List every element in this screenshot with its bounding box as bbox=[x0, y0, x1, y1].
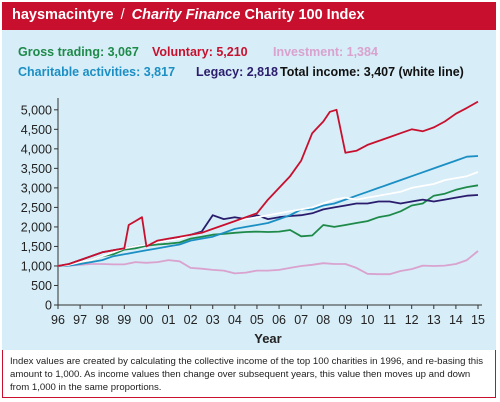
x-tick-label: 15 bbox=[471, 313, 485, 327]
x-tick-label: 13 bbox=[427, 313, 441, 327]
x-tick-label: 97 bbox=[73, 313, 87, 327]
series-line-charitable-activities bbox=[57, 155, 479, 267]
y-axis: 0 500 1,000 1,500 2,000 2,500 3,000 3,500 4,000 4… bbox=[21, 98, 59, 313]
x-tick-label: 08 bbox=[316, 313, 330, 327]
series-line-gross-trading bbox=[57, 184, 479, 267]
publication-name: Charity Finance bbox=[131, 7, 241, 23]
x-tick-label: 12 bbox=[405, 313, 419, 327]
y-tick-label: 0 bbox=[45, 299, 52, 313]
chart-title: Charity 100 Index bbox=[244, 7, 365, 23]
x-tick-label: 07 bbox=[294, 313, 308, 327]
y-tick-label: 3,000 bbox=[21, 181, 52, 195]
x-tick-label: 14 bbox=[449, 313, 463, 327]
y-tick-label: 4,000 bbox=[21, 142, 52, 156]
x-axis: 96 97 98 99 00 01 02 03 04 05 06 07 08 09 10 11 12 13 14 15 bbox=[51, 304, 485, 327]
x-tick-label: 01 bbox=[162, 313, 176, 327]
series-line-investment bbox=[57, 250, 479, 276]
x-tick-label: 05 bbox=[250, 313, 264, 327]
y-tick-label: 1,000 bbox=[21, 259, 52, 273]
legend-item-legacy: Legacy: 2,818 bbox=[196, 65, 278, 79]
series-line-total-income bbox=[57, 171, 479, 267]
y-tick-label: 4,500 bbox=[21, 123, 52, 137]
title-separator: / bbox=[120, 7, 125, 23]
x-tick-label: 00 bbox=[139, 313, 153, 327]
x-tick-label: 04 bbox=[228, 313, 242, 327]
x-tick-label: 02 bbox=[184, 313, 198, 327]
x-tick-label: 06 bbox=[272, 313, 286, 327]
footnote: Index values are created by calculating … bbox=[10, 356, 484, 393]
legend-item-gross-trading: Gross trading: 3,067 bbox=[18, 45, 139, 59]
legend-item-total-income: Total income: 3,407 (white line) bbox=[280, 65, 464, 79]
x-tick-label: 99 bbox=[117, 313, 131, 327]
y-tick-label: 2,500 bbox=[21, 201, 52, 215]
title-bar: haysmacintyre / Charity Finance Charity … bbox=[2, 2, 496, 30]
x-tick-label: 11 bbox=[383, 313, 396, 327]
x-tick-label: 96 bbox=[51, 313, 65, 327]
y-tick-label: 2,000 bbox=[21, 220, 52, 234]
y-tick-label: 3,500 bbox=[21, 162, 52, 176]
y-tick-label: 500 bbox=[31, 279, 52, 293]
series-lines bbox=[57, 100, 479, 276]
x-tick-label: 10 bbox=[361, 313, 375, 327]
y-tick-label: 5,000 bbox=[21, 103, 52, 117]
x-tick-label: 09 bbox=[338, 313, 352, 327]
x-axis-label: Year bbox=[254, 331, 281, 346]
chart-panel bbox=[2, 30, 496, 350]
x-tick-label: 03 bbox=[206, 313, 220, 327]
x-tick-label: 98 bbox=[95, 313, 109, 327]
legend-item-charitable-activities: Charitable activities: 3,817 bbox=[18, 65, 176, 79]
brand-name: haysmacintyre bbox=[12, 7, 114, 23]
legend-item-voluntary: Voluntary: 5,210 bbox=[152, 45, 248, 59]
series-line-voluntary bbox=[57, 100, 479, 267]
legend-item-investment: Investment: 1,384 bbox=[273, 45, 378, 59]
y-tick-label: 1,500 bbox=[21, 240, 52, 254]
